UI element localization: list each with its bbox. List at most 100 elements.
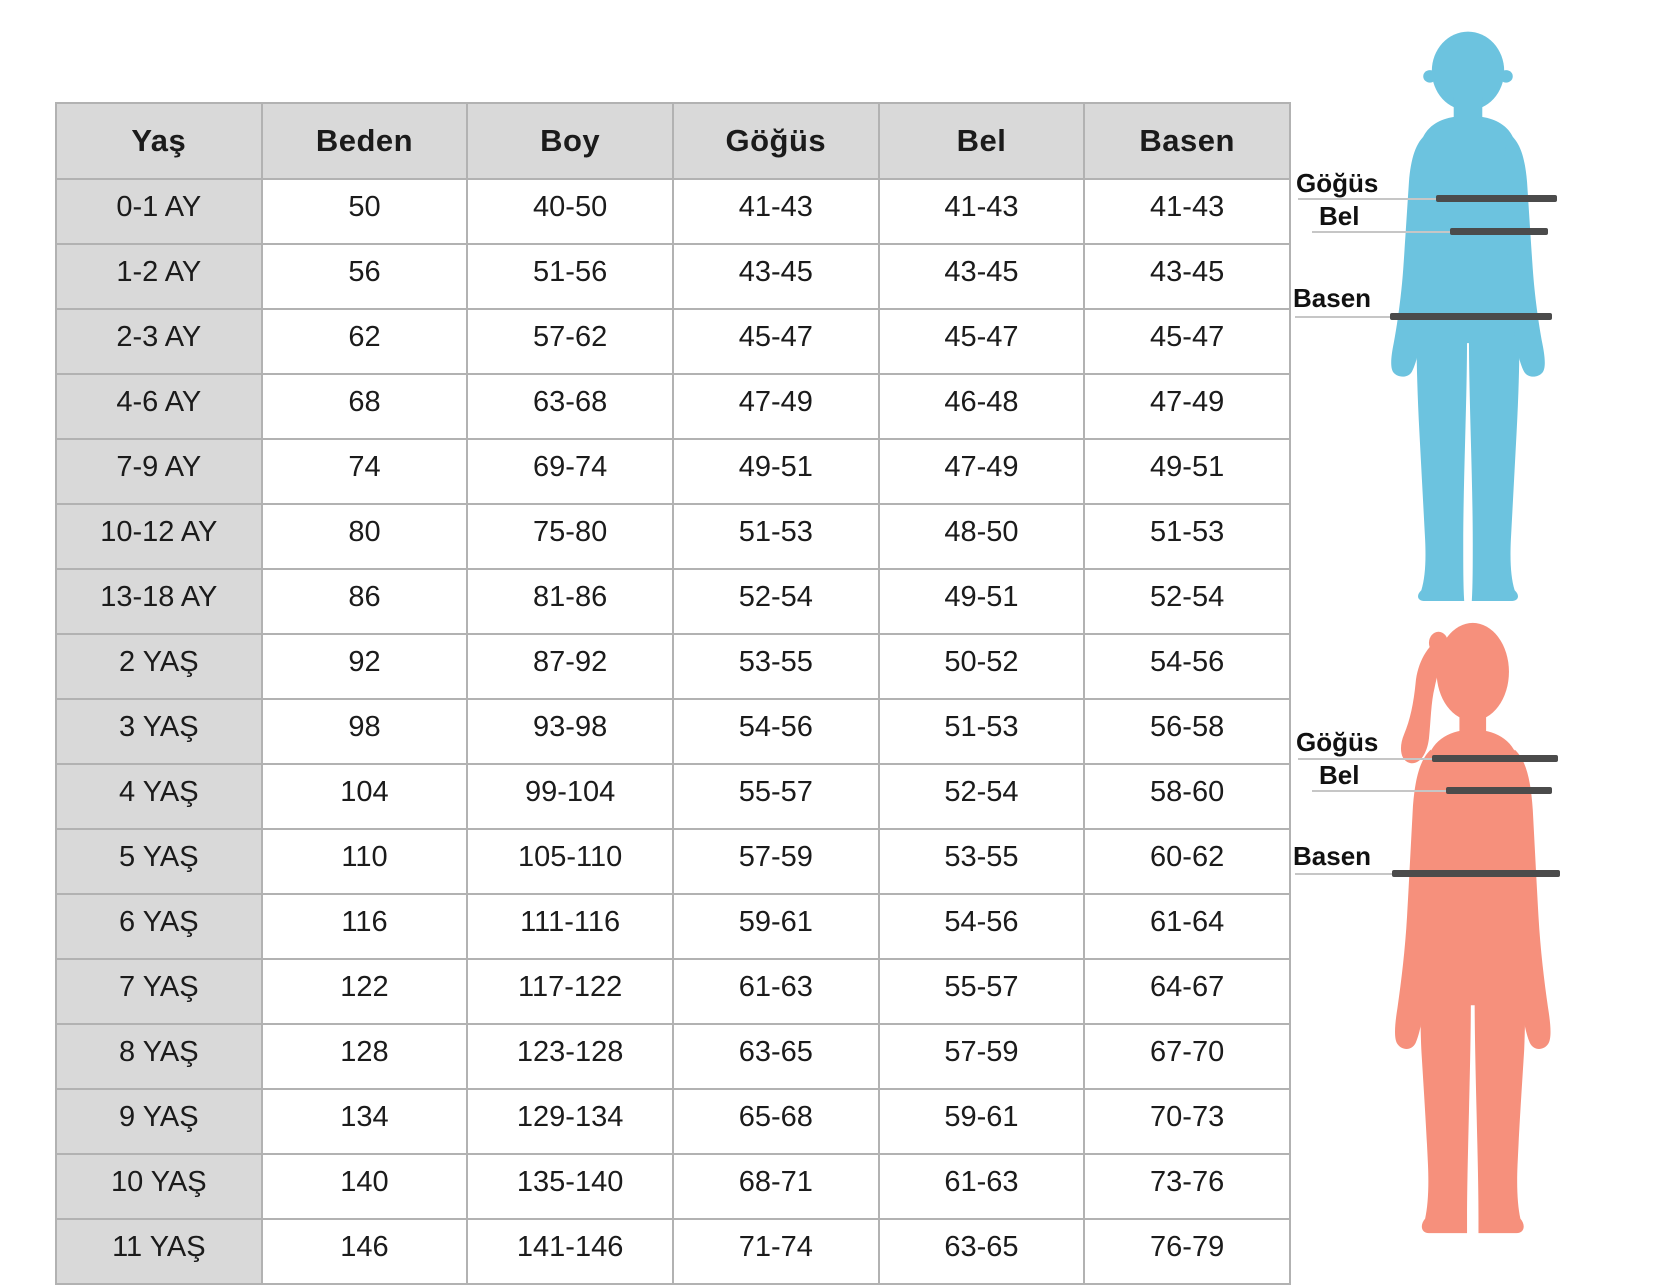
- table-row: 6 YAŞ 116 111-116 59-61 54-56 61-64: [55, 893, 1291, 960]
- basen-cell: 43-45: [1083, 243, 1291, 310]
- gogus-cell: 54-56: [671, 698, 880, 765]
- bel-cell: 52-54: [877, 763, 1086, 830]
- bel-cell: 55-57: [877, 958, 1086, 1025]
- beden-cell: 104: [260, 763, 469, 830]
- bel-cell: 57-59: [877, 1023, 1086, 1090]
- gogus-cell: 71-74: [671, 1218, 880, 1285]
- table-row: 1-2 AY 56 51-56 43-45 43-45 43-45: [55, 243, 1291, 310]
- age-cell: 7-9 AY: [55, 438, 263, 505]
- table-row: 13-18 AY 86 81-86 52-54 49-51 52-54: [55, 568, 1291, 635]
- gogus-cell: 63-65: [671, 1023, 880, 1090]
- basen-cell: 64-67: [1083, 958, 1291, 1025]
- boy-cell: 105-110: [466, 828, 674, 895]
- age-cell: 13-18 AY: [55, 568, 263, 635]
- basen-cell: 61-64: [1083, 893, 1291, 960]
- boy-cell: 57-62: [466, 308, 674, 375]
- boy-cell: 135-140: [466, 1153, 674, 1220]
- bel-cell: 63-65: [877, 1218, 1086, 1285]
- gogus-cell: 59-61: [671, 893, 880, 960]
- beden-cell: 68: [260, 373, 469, 440]
- girl-chest-line-dark: [1432, 755, 1558, 762]
- boy-waist-label: Bel: [1319, 201, 1360, 231]
- bel-cell: 59-61: [877, 1088, 1086, 1155]
- beden-cell: 146: [260, 1218, 469, 1285]
- beden-cell: 62: [260, 308, 469, 375]
- table-row: 4 YAŞ 104 99-104 55-57 52-54 58-60: [55, 763, 1291, 830]
- age-cell: 11 YAŞ: [55, 1218, 263, 1285]
- table-row: 4-6 AY 68 63-68 47-49 46-48 47-49: [55, 373, 1291, 440]
- table-row: 8 YAŞ 128 123-128 63-65 57-59 67-70: [55, 1023, 1291, 1090]
- header-basen: Basen: [1083, 102, 1291, 180]
- gogus-cell: 55-57: [671, 763, 880, 830]
- bel-cell: 49-51: [877, 568, 1086, 635]
- bel-cell: 50-52: [877, 633, 1086, 700]
- age-cell: 3 YAŞ: [55, 698, 263, 765]
- table-row: 5 YAŞ 110 105-110 57-59 53-55 60-62: [55, 828, 1291, 895]
- age-cell: 4 YAŞ: [55, 763, 263, 830]
- table-row: 7 YAŞ 122 117-122 61-63 55-57 64-67: [55, 958, 1291, 1025]
- bel-cell: 51-53: [877, 698, 1086, 765]
- age-cell: 1-2 AY: [55, 243, 263, 310]
- size-chart-page: Yaş Beden Boy Göğüs Bel Basen 0-1 AY 50 …: [55, 31, 1560, 1285]
- bel-cell: 61-63: [877, 1153, 1086, 1220]
- basen-cell: 58-60: [1083, 763, 1291, 830]
- age-cell: 5 YAŞ: [55, 828, 263, 895]
- basen-cell: 76-79: [1083, 1218, 1291, 1285]
- girl-hip-line-dark: [1392, 870, 1560, 877]
- table-row: 9 YAŞ 134 129-134 65-68 59-61 70-73: [55, 1088, 1291, 1155]
- boy-waist-line: [1312, 231, 1548, 233]
- bel-cell: 45-47: [877, 308, 1086, 375]
- table-row: 2 YAŞ 92 87-92 53-55 50-52 54-56: [55, 633, 1291, 700]
- table-row: 2-3 AY 62 57-62 45-47 45-47 45-47: [55, 308, 1291, 375]
- boy-cell: 129-134: [466, 1088, 674, 1155]
- basen-cell: 54-56: [1083, 633, 1291, 700]
- beden-cell: 92: [260, 633, 469, 700]
- beden-cell: 110: [260, 828, 469, 895]
- boy-silhouette: [1391, 31, 1545, 602]
- table-row: 0-1 AY 50 40-50 41-43 41-43 41-43: [55, 178, 1291, 245]
- gogus-cell: 65-68: [671, 1088, 880, 1155]
- bel-cell: 54-56: [877, 893, 1086, 960]
- bel-cell: 48-50: [877, 503, 1086, 570]
- boy-cell: 123-128: [466, 1023, 674, 1090]
- boy-chest-line: [1298, 198, 1557, 200]
- gogus-cell: 47-49: [671, 373, 880, 440]
- header-gogus: Göğüs: [671, 102, 880, 180]
- gogus-cell: 45-47: [671, 308, 880, 375]
- boy-cell: 51-56: [466, 243, 674, 310]
- gogus-cell: 57-59: [671, 828, 880, 895]
- beden-cell: 74: [260, 438, 469, 505]
- boy-cell: 111-116: [466, 893, 674, 960]
- table-row: 11 YAŞ 146 141-146 71-74 63-65 76-79: [55, 1218, 1291, 1285]
- basen-cell: 52-54: [1083, 568, 1291, 635]
- boy-hip-line-dark: [1390, 313, 1552, 320]
- table-row: 10 YAŞ 140 135-140 68-71 61-63 73-76: [55, 1153, 1291, 1220]
- boy-cell: 117-122: [466, 958, 674, 1025]
- boy-cell: 87-92: [466, 633, 674, 700]
- age-cell: 2 YAŞ: [55, 633, 263, 700]
- boy-cell: 81-86: [466, 568, 674, 635]
- basen-cell: 60-62: [1083, 828, 1291, 895]
- beden-cell: 116: [260, 893, 469, 960]
- size-table-header: Yaş Beden Boy Göğüs Bel Basen: [55, 102, 1291, 180]
- boy-chest-line-dark: [1436, 195, 1557, 202]
- age-cell: 4-6 AY: [55, 373, 263, 440]
- beden-cell: 56: [260, 243, 469, 310]
- age-cell: 7 YAŞ: [55, 958, 263, 1025]
- girl-chest-label: Göğüs: [1296, 727, 1379, 757]
- girl-hip-label: Basen: [1293, 841, 1372, 871]
- basen-cell: 70-73: [1083, 1088, 1291, 1155]
- age-cell: 10 YAŞ: [55, 1153, 263, 1220]
- boy-cell: 40-50: [466, 178, 674, 245]
- girl-silhouette: [1395, 622, 1551, 1234]
- beden-cell: 86: [260, 568, 469, 635]
- basen-cell: 67-70: [1083, 1023, 1291, 1090]
- bel-cell: 41-43: [877, 178, 1086, 245]
- boy-waist-line-dark: [1450, 228, 1548, 235]
- gogus-cell: 51-53: [671, 503, 880, 570]
- basen-cell: 47-49: [1083, 373, 1291, 440]
- girl-body-shape: [1395, 622, 1551, 1234]
- basen-cell: 45-47: [1083, 308, 1291, 375]
- boy-cell: 63-68: [466, 373, 674, 440]
- header-row: Yaş Beden Boy Göğüs Bel Basen: [55, 102, 1291, 180]
